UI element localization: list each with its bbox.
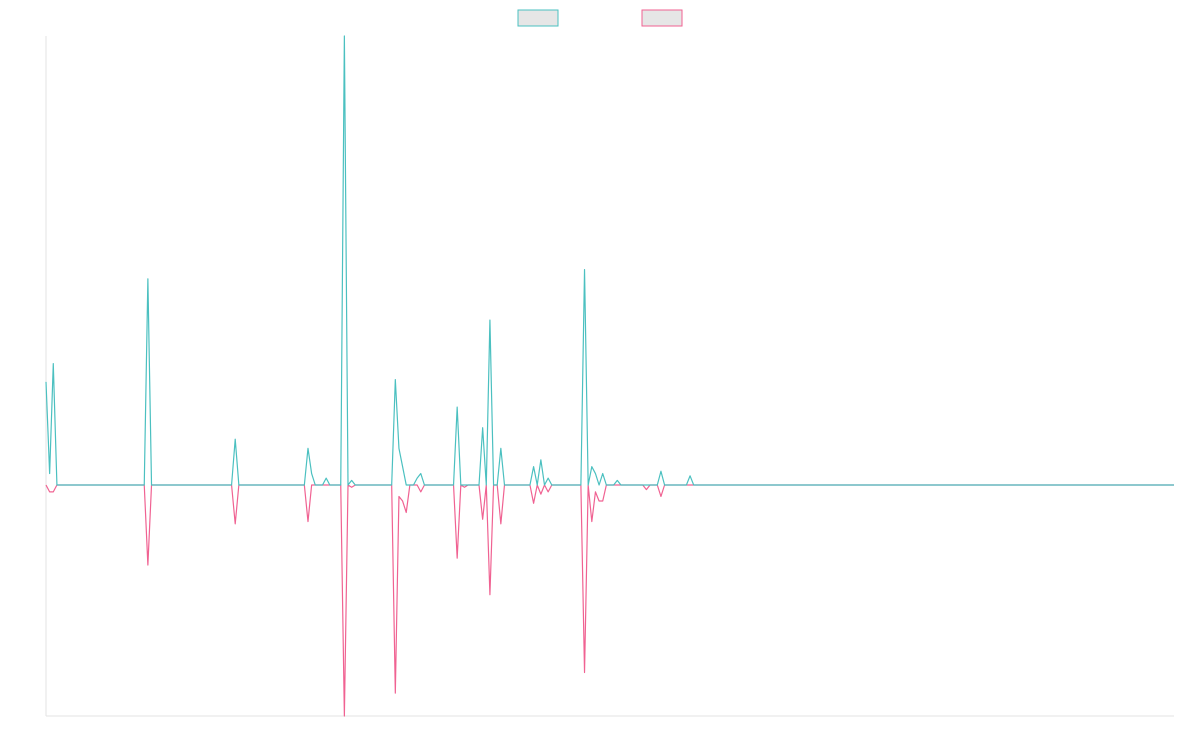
series-line-1	[45, 35, 1174, 486]
series-layer	[45, 35, 1174, 717]
series-line-2	[45, 484, 1174, 717]
legend[interactable]	[517, 9, 683, 27]
legend-swatch-1[interactable]	[517, 9, 559, 27]
legend-swatch-2[interactable]	[641, 9, 683, 27]
